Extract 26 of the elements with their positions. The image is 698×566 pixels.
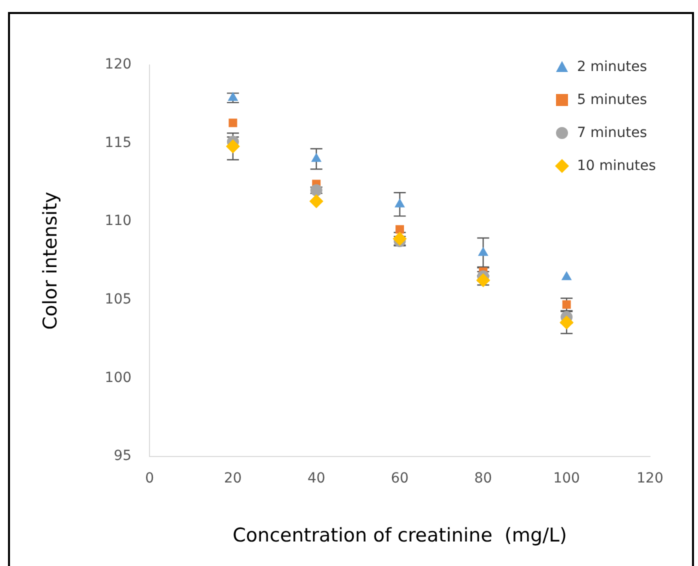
x-tick-label: 100: [553, 470, 580, 486]
x-tick-label: 120: [636, 470, 664, 486]
x-tick-label: 40: [307, 470, 326, 486]
y-tick-label: 110: [104, 213, 132, 230]
y-tick-label: 95: [114, 448, 132, 464]
y-tick-label: 105: [104, 291, 132, 308]
point: [396, 225, 404, 234]
point: [309, 194, 324, 208]
legend-label: 2 minutes: [577, 58, 648, 74]
x-tick-label: 80: [474, 470, 492, 486]
legend-label: 5 minutes: [577, 92, 648, 108]
point: [560, 316, 574, 330]
point: [228, 118, 238, 128]
y-tick-label: 115: [104, 134, 132, 151]
x-tick-label: 20: [224, 470, 242, 486]
legend-label: 10 minutes: [577, 158, 656, 174]
y-tick-label: 120: [104, 56, 132, 73]
y-tick-label: 100: [104, 370, 132, 386]
point: [226, 139, 240, 154]
x-axis-title: Concentration of creatinine (mg/L): [232, 524, 567, 547]
point: [310, 184, 322, 196]
legend-label: 7 minutes: [577, 124, 648, 140]
y-axis-title: Color intensity: [39, 192, 62, 330]
x-tick-label: 0: [145, 470, 154, 486]
x-tick-label: 60: [390, 470, 409, 486]
point: [561, 271, 572, 280]
